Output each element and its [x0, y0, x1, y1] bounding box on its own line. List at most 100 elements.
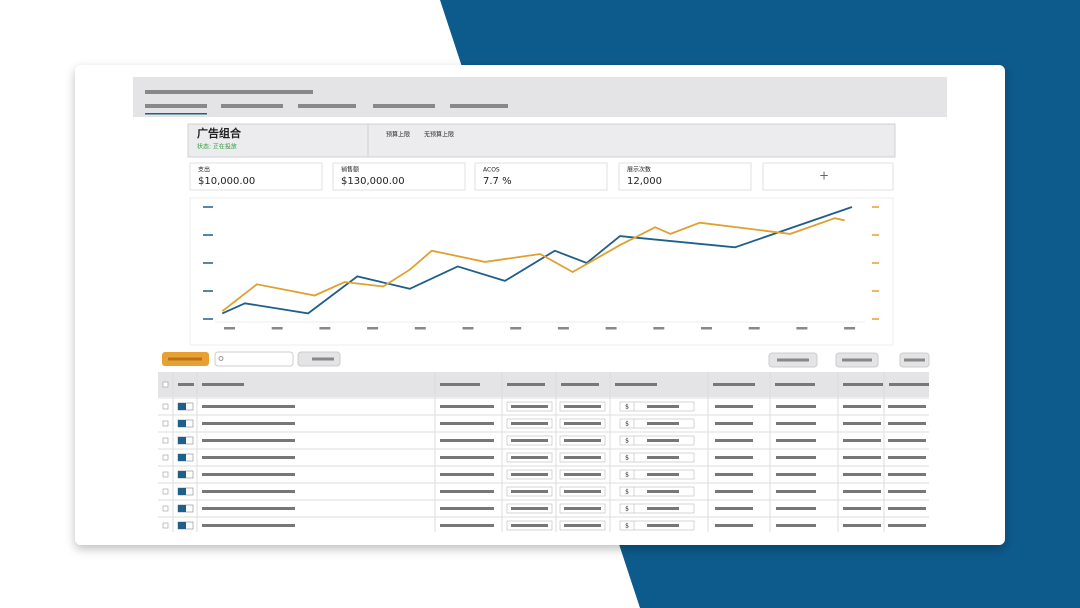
x-tick-placeholder [796, 327, 808, 330]
x-tick-placeholder [319, 327, 331, 330]
metric-card[interactable] [474, 162, 608, 191]
breadcrumb [145, 90, 313, 94]
cell-text [647, 490, 679, 493]
cell-text [776, 439, 816, 442]
tab[interactable] [145, 104, 207, 108]
cell-text [511, 456, 548, 459]
cell-text [715, 439, 753, 442]
column-header[interactable] [713, 383, 755, 386]
column-header[interactable] [561, 383, 599, 386]
cell-text [888, 422, 926, 425]
cell-text [564, 490, 601, 493]
row-checkbox[interactable] [162, 437, 169, 444]
cell-text [843, 405, 881, 408]
cell-text [202, 405, 295, 408]
cell-text [511, 507, 548, 510]
cell-text [564, 473, 601, 476]
cell-text [440, 490, 494, 493]
row-checkbox[interactable] [162, 420, 169, 427]
metric-card[interactable] [332, 162, 466, 191]
search-icon [218, 356, 224, 361]
cell-text [888, 439, 926, 442]
column-header[interactable] [775, 383, 815, 386]
x-tick-placeholder [414, 327, 426, 330]
cell-text [647, 439, 679, 442]
cell-text [843, 507, 881, 510]
column-header[interactable] [615, 383, 657, 386]
campaign-panel [187, 123, 896, 158]
x-tick-placeholder [605, 327, 617, 330]
cell-text [715, 507, 753, 510]
cell-text [440, 422, 494, 425]
cell-text [202, 507, 295, 510]
currency-symbol: $ [625, 523, 629, 530]
column-header[interactable] [178, 383, 194, 386]
metric-card[interactable] [618, 162, 752, 191]
tab[interactable] [373, 104, 435, 108]
currency-symbol: $ [625, 506, 629, 513]
row-checkbox[interactable] [162, 505, 169, 512]
tab-underline [145, 113, 207, 115]
cell-text [564, 439, 601, 442]
currency-symbol: $ [625, 472, 629, 479]
x-tick-placeholder [748, 327, 760, 330]
row-checkbox[interactable] [162, 488, 169, 495]
button-label [312, 357, 334, 361]
cell-text [440, 456, 494, 459]
column-header[interactable] [507, 383, 545, 386]
cell-text [202, 456, 295, 459]
cell-text [888, 473, 926, 476]
cell-text [564, 456, 601, 459]
column-header[interactable] [889, 383, 929, 386]
cell-text [202, 422, 295, 425]
cell-text [715, 490, 753, 493]
cell-text [888, 490, 926, 493]
cell-text [440, 439, 494, 442]
cell-text [202, 490, 295, 493]
button-label [904, 358, 925, 362]
series-line [221, 206, 853, 315]
cell-text [776, 524, 816, 527]
cell-text [776, 507, 816, 510]
cell-text [440, 473, 494, 476]
row-checkbox[interactable] [162, 454, 169, 461]
currency-symbol: $ [625, 421, 629, 428]
x-tick-placeholder [224, 327, 235, 330]
toggle-knob [178, 454, 186, 461]
add-metric[interactable]: + [819, 169, 829, 183]
row-checkbox[interactable] [162, 471, 169, 478]
column-header[interactable] [202, 383, 244, 386]
currency-symbol: $ [625, 404, 629, 411]
x-tick-placeholder [557, 327, 569, 330]
tab[interactable] [450, 104, 508, 108]
cell-text [511, 405, 548, 408]
cell-text [647, 524, 679, 527]
toggle-knob [178, 403, 186, 410]
metric-value: $130,000.00 [341, 176, 405, 187]
row-checkbox[interactable] [162, 522, 169, 529]
chart-panel [189, 197, 894, 346]
tab[interactable] [221, 104, 283, 108]
header-checkbox[interactable] [162, 381, 169, 388]
cell-text [202, 473, 295, 476]
campaign-status: 状态: 正在投放 [197, 143, 237, 151]
row-checkbox[interactable] [162, 403, 169, 410]
cell-text [843, 524, 881, 527]
metric-value: 12,000 [627, 176, 662, 187]
toggle-knob [178, 437, 186, 444]
x-tick-placeholder [701, 327, 712, 330]
metric-card[interactable] [189, 162, 323, 191]
cell-text [202, 439, 295, 442]
cell-text [715, 405, 753, 408]
toggle-knob [178, 420, 186, 427]
search-box[interactable] [214, 351, 294, 367]
cell-text [715, 456, 753, 459]
cell-text [888, 507, 926, 510]
toggle-knob [178, 471, 186, 478]
cell-text [715, 524, 753, 527]
column-header[interactable] [843, 383, 883, 386]
add-metric-card[interactable] [762, 162, 894, 191]
column-header[interactable] [440, 383, 480, 386]
tab[interactable] [298, 104, 356, 108]
